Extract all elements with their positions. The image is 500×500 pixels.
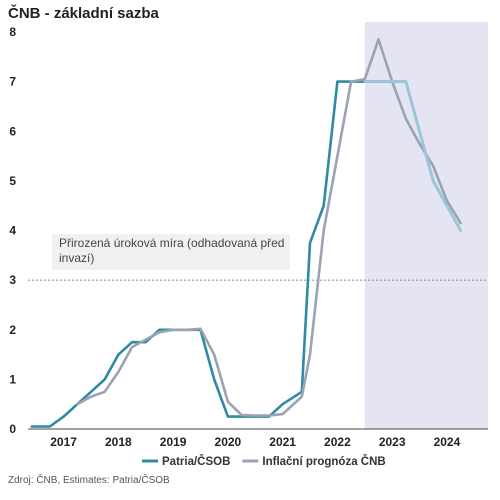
x-tick-label: 2017 <box>50 435 77 449</box>
x-tick-label: 2018 <box>105 435 132 449</box>
y-tick-label: 5 <box>9 174 16 188</box>
annotation-text: invazí) <box>59 251 94 265</box>
chart-title: ČNB - základní sazba <box>8 5 159 22</box>
series-line-1 <box>76 38 462 417</box>
legend-label: Patria/ČSOB <box>162 455 230 468</box>
axis-layer: 0 1 2 3 4 5 6 7 8 2017 2018 2019 2020 2021 2022 2023 202… <box>9 25 488 449</box>
annotation-text: Přirozená úroková míra (odhadovaná před <box>59 236 284 250</box>
x-tick-label: 2023 <box>379 435 406 449</box>
annotation-box <box>52 234 290 270</box>
legend-layer: Patria/ČSOB Inflační prognóza ČNB <box>142 455 386 468</box>
x-tick-label: 2020 <box>215 435 242 449</box>
y-tick-label: 2 <box>9 323 16 337</box>
y-tick-label: 8 <box>9 25 16 39</box>
source-note: Zdroj: ČNB, Estimates: Patria/ČSOB <box>8 475 170 486</box>
series-layer <box>30 38 462 428</box>
background-layer <box>364 22 488 429</box>
x-tick-label: 2022 <box>324 435 351 449</box>
y-tick-label: 3 <box>9 273 16 287</box>
y-tick-label: 1 <box>9 372 16 386</box>
y-tick-label: 7 <box>9 75 16 89</box>
annotation-layer: Přirozená úroková míra (odhadovaná předi… <box>28 234 488 281</box>
y-tick-label: 0 <box>9 422 16 436</box>
x-tick-label: 2024 <box>434 435 461 449</box>
forecast-region <box>364 22 488 429</box>
x-tick-label: 2019 <box>160 435 187 449</box>
y-tick-label: 4 <box>9 224 16 238</box>
x-tick-label: 2021 <box>269 435 296 449</box>
series-line-2 <box>363 80 462 232</box>
legend-label: Inflační prognóza ČNB <box>262 455 385 468</box>
y-tick-label: 6 <box>9 124 16 138</box>
